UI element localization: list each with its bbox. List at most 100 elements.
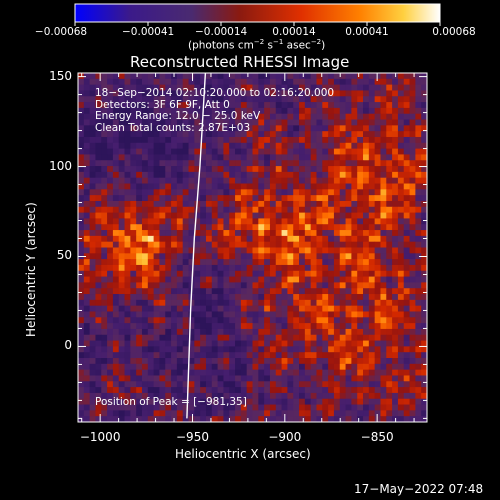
- heatmap-cell: [409, 381, 416, 388]
- heatmap-cell: [211, 148, 218, 155]
- heatmap-cell: [351, 282, 358, 289]
- heatmap-cell: [89, 73, 96, 80]
- heatmap-cell: [386, 102, 393, 109]
- heatmap-cell: [333, 363, 341, 371]
- heatmap-cell: [223, 183, 230, 190]
- heatmap-cell: [374, 352, 381, 359]
- heatmap-cell: [293, 160, 300, 167]
- heatmap-cell: [171, 381, 178, 388]
- heatmap-cell: [287, 142, 294, 150]
- heatmap-cell: [107, 387, 114, 394]
- heatmap-cell: [392, 334, 399, 341]
- heatmap-cell: [328, 235, 335, 243]
- heatmap-cell: [118, 392, 125, 400]
- heatmap-cell: [112, 195, 120, 202]
- heatmap-cell: [89, 328, 96, 336]
- heatmap-cell: [374, 328, 381, 336]
- heatmap-cell: [339, 340, 346, 347]
- heatmap-cell: [310, 352, 317, 359]
- heatmap-cell: [281, 206, 288, 213]
- heatmap-cell: [281, 136, 288, 144]
- heatmap-cell: [339, 328, 346, 336]
- heatmap-cell: [363, 253, 370, 260]
- heatmap-cell: [130, 392, 137, 400]
- heatmap-cell: [176, 264, 184, 272]
- heatmap-cell: [403, 363, 410, 371]
- heatmap-cell: [374, 102, 381, 109]
- heatmap-cell: [246, 73, 253, 80]
- heatmap-cell: [409, 311, 416, 318]
- heatmap-cell: [153, 212, 160, 219]
- heatmap-cell: [217, 171, 224, 179]
- heatmap-cell: [258, 195, 265, 202]
- heatmap-cell: [83, 375, 91, 382]
- heatmap-cell: [281, 392, 288, 400]
- heatmap-cell: [83, 119, 91, 126]
- heatmap-cell: [205, 305, 213, 312]
- heatmap-cell: [287, 305, 294, 312]
- heatmap-cell: [83, 154, 91, 161]
- heatmap-cell: [188, 113, 195, 120]
- heatmap-cell: [415, 224, 422, 231]
- heatmap-cell: [112, 171, 120, 179]
- heatmap-cell: [130, 398, 137, 405]
- heatmap-cell: [171, 96, 178, 103]
- heatmap-cell: [89, 340, 96, 347]
- heatmap-cell: [392, 224, 399, 231]
- heatmap-cell: [409, 410, 416, 417]
- heatmap-cell: [153, 241, 160, 248]
- heatmap-cell: [380, 282, 387, 289]
- heatmap-cell: [153, 177, 160, 184]
- heatmap-cell: [130, 125, 137, 132]
- heatmap-cell: [403, 96, 410, 103]
- heatmap-cell: [153, 340, 160, 347]
- heatmap-cell: [200, 171, 207, 179]
- heatmap-cell: [386, 346, 393, 353]
- heatmap-cell: [264, 317, 271, 324]
- heatmap-cell: [205, 323, 213, 330]
- heatmap-cell: [130, 381, 137, 388]
- heatmap-cell: [89, 410, 96, 417]
- heatmap-cell: [124, 305, 131, 312]
- heatmap-cell: [316, 288, 323, 295]
- heatmap-cell: [368, 154, 376, 161]
- heatmap-cell: [252, 276, 259, 283]
- heatmap-cell: [240, 183, 248, 190]
- heatmap-cell: [107, 84, 114, 91]
- heatmap-cell: [345, 259, 352, 266]
- heatmap-cell: [409, 113, 416, 120]
- heatmap-cell: [252, 131, 259, 138]
- heatmap-cell: [316, 218, 323, 225]
- heatmap-cell: [165, 218, 172, 225]
- heatmap-cell: [299, 276, 306, 283]
- heatmap-cell: [217, 247, 224, 254]
- heatmap-cell: [217, 288, 224, 295]
- heatmap-cell: [194, 410, 201, 417]
- heatmap-cell: [258, 177, 265, 184]
- heatmap-cell: [235, 323, 242, 330]
- heatmap-cell: [415, 270, 422, 277]
- heatmap-cell: [345, 119, 352, 126]
- heatmap-cell: [182, 305, 189, 312]
- heatmap-cell: [211, 282, 218, 289]
- heatmap-cell: [397, 270, 405, 277]
- heatmap-cell: [165, 177, 172, 184]
- heatmap-cell: [223, 206, 230, 213]
- heatmap-cell: [112, 166, 120, 173]
- heatmap-cell: [299, 131, 306, 138]
- heatmap-cell: [386, 142, 393, 150]
- heatmap-cell: [275, 218, 282, 225]
- heatmap-cell: [357, 264, 364, 272]
- heatmap-cell: [333, 323, 341, 330]
- heatmap-cell: [368, 177, 376, 184]
- heatmap-cell: [101, 346, 108, 353]
- heatmap-cell: [112, 148, 120, 155]
- heatmap-cell: [101, 404, 108, 411]
- heatmap-cell: [304, 264, 312, 272]
- heatmap-cell: [333, 113, 341, 120]
- heatmap-cell: [258, 96, 265, 103]
- heatmap-cell: [397, 177, 405, 184]
- heatmap-cell: [264, 253, 271, 260]
- heatmap-cell: [397, 102, 405, 109]
- heatmap-cell: [83, 247, 91, 254]
